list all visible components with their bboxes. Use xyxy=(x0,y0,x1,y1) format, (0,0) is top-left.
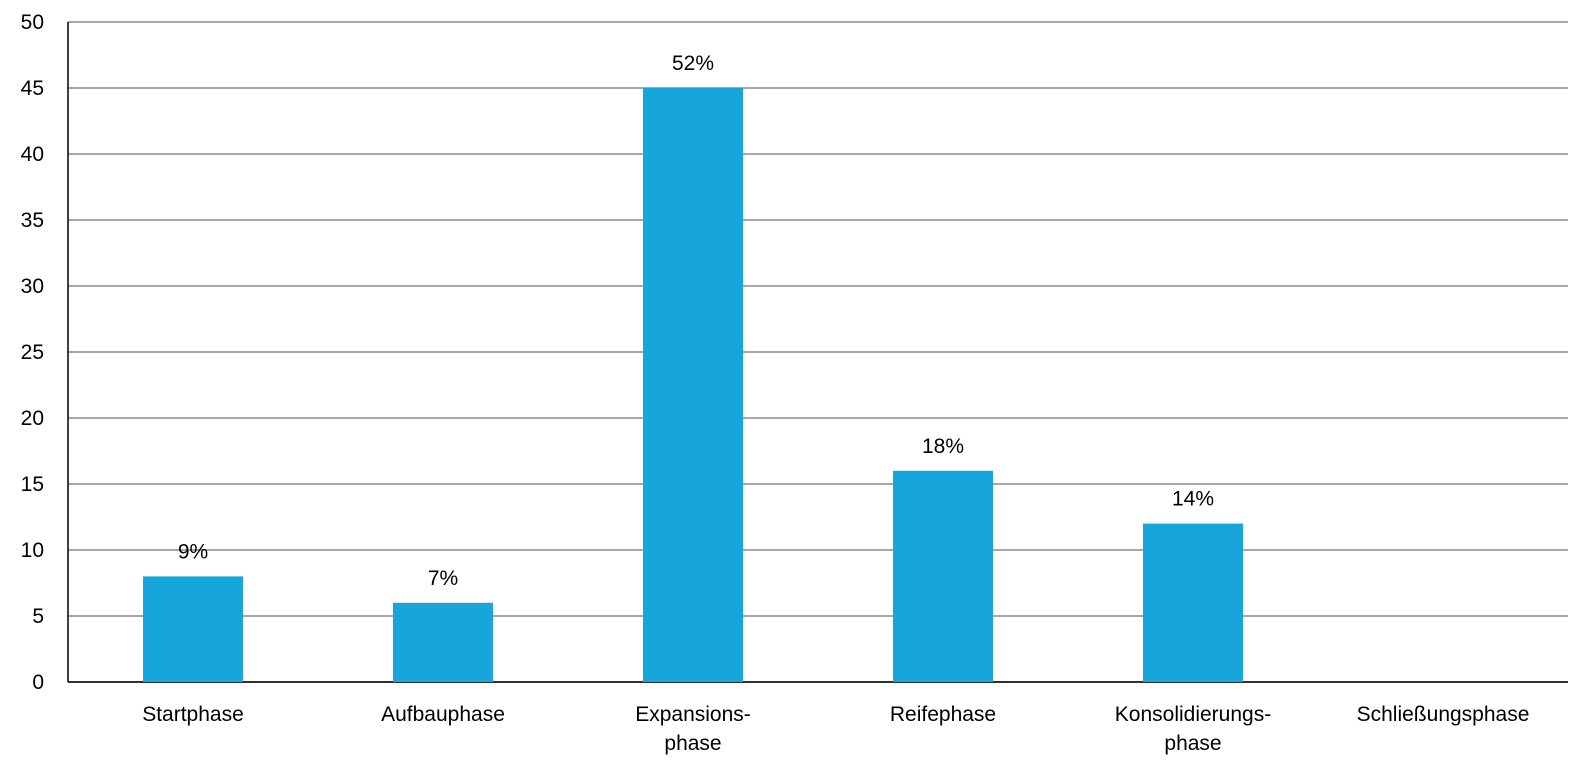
bar xyxy=(643,88,743,682)
x-tick-label: Reifephase xyxy=(890,703,996,726)
bar xyxy=(1143,523,1243,682)
y-tick-label: 10 xyxy=(21,539,44,562)
x-tick-label: Expansions- xyxy=(635,703,751,726)
bar xyxy=(893,470,993,682)
data-label: 14% xyxy=(1172,488,1214,511)
x-tick-label: Startphase xyxy=(142,703,244,726)
y-tick-label: 5 xyxy=(32,605,44,628)
x-tick-label: phase xyxy=(1164,732,1221,755)
bars xyxy=(143,88,1243,682)
data-label: 52% xyxy=(672,52,714,75)
data-label: 9% xyxy=(178,540,208,563)
labels: 0 5 10 15 20 25 30 35 40 45 50 9% Startphase 7% Aufbau… xyxy=(21,11,1530,755)
x-tick-label: Schließungsphase xyxy=(1357,703,1530,726)
bar xyxy=(393,602,493,682)
y-tick-label: 15 xyxy=(21,473,44,496)
y-tick-label: 35 xyxy=(21,209,44,232)
y-tick-label: 40 xyxy=(21,143,44,166)
y-tick-label: 25 xyxy=(21,341,44,364)
x-tick-label: Konsolidierungs- xyxy=(1115,703,1271,726)
data-label: 18% xyxy=(922,435,964,458)
x-tick-label: Aufbauphase xyxy=(381,703,505,726)
y-tick-label: 50 xyxy=(21,11,44,34)
data-label: 7% xyxy=(428,567,458,590)
gridlines xyxy=(68,21,1568,683)
y-tick-label: 45 xyxy=(21,77,44,100)
y-tick-label: 30 xyxy=(21,275,44,298)
bar xyxy=(143,576,243,682)
y-tick-label: 0 xyxy=(32,671,44,694)
y-tick-label: 20 xyxy=(21,407,44,430)
axes xyxy=(67,22,1568,683)
x-tick-label: phase xyxy=(664,732,721,755)
